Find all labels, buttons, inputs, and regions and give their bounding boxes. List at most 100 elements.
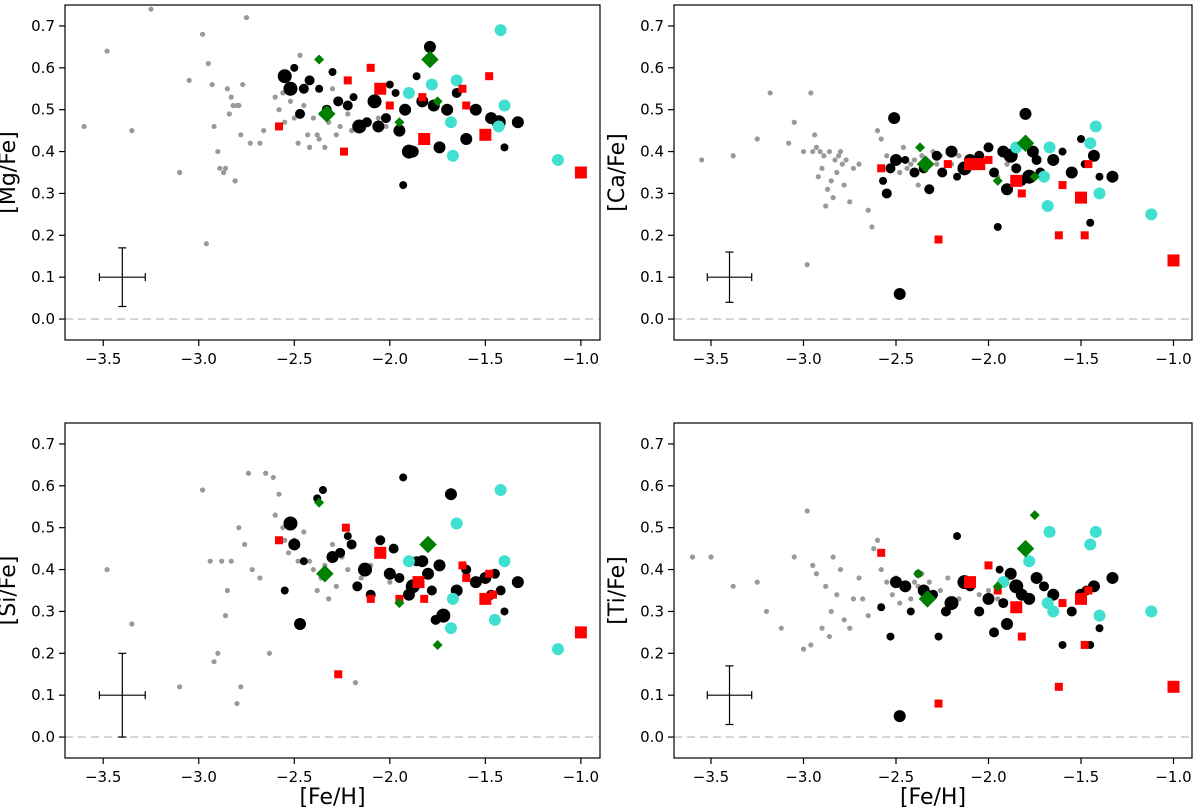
- point-gray: [205, 61, 211, 67]
- point-gray: [808, 90, 814, 96]
- point-gray: [337, 123, 343, 130]
- point-black: [893, 287, 906, 300]
- point-cyan: [1041, 200, 1054, 212]
- point-gray: [956, 153, 962, 159]
- point-red: [1080, 231, 1089, 240]
- point-cyan: [488, 613, 501, 626]
- point-gray: [813, 571, 820, 577]
- x-tick-label: −3.5: [693, 768, 729, 786]
- point-cyan: [498, 555, 511, 568]
- point-red: [964, 576, 976, 589]
- point-red: [984, 561, 993, 570]
- y-tick-label: 0.3: [640, 184, 664, 202]
- point-black: [423, 40, 436, 53]
- point-gray: [352, 680, 359, 686]
- point-black: [283, 516, 298, 531]
- point-gray: [911, 157, 918, 163]
- point-cyan: [1084, 538, 1097, 551]
- point-gray: [904, 165, 910, 171]
- point-green: [918, 590, 937, 608]
- point-black: [982, 592, 995, 605]
- point-gray: [211, 123, 217, 130]
- point-cyan: [551, 153, 564, 166]
- point-gray: [815, 174, 821, 180]
- x-tick-label: −2.0: [372, 768, 408, 786]
- point-gray: [937, 587, 944, 594]
- point-gray: [839, 161, 845, 167]
- point-red: [1084, 160, 1093, 169]
- point-gray: [238, 684, 244, 690]
- point-cyan: [498, 99, 511, 112]
- point-black: [1106, 170, 1119, 183]
- point-black: [1095, 624, 1104, 633]
- point-gray: [874, 128, 881, 134]
- point-gray: [847, 199, 853, 205]
- panel-2: −3.5 −3.0 −2.5 −2.0 −1.5 −1.0 0.0 0.1 0.2 0.3 0.4 0…: [605, 4, 1193, 368]
- point-black: [436, 608, 451, 623]
- x-tick-label: −1.5: [1063, 350, 1099, 368]
- point-cyan: [1093, 609, 1106, 622]
- point-gray: [830, 554, 836, 560]
- point-red: [877, 164, 886, 173]
- point-black: [1065, 166, 1078, 179]
- point-gray: [104, 48, 110, 54]
- point-gray: [207, 558, 213, 564]
- point-black: [333, 96, 344, 107]
- point-black: [937, 167, 948, 178]
- point-black: [899, 580, 912, 593]
- point-gray: [754, 136, 760, 142]
- point-gray: [871, 546, 877, 552]
- point-gray: [310, 566, 316, 573]
- point-red: [418, 133, 431, 145]
- point-gray: [387, 579, 393, 585]
- point-black: [469, 576, 482, 589]
- point-gray: [257, 575, 263, 581]
- y-tick-label: 0.7: [31, 435, 55, 453]
- point-gray: [291, 115, 297, 121]
- point-gray: [326, 596, 332, 602]
- plot-frame: [673, 422, 1193, 759]
- point-black: [394, 572, 405, 583]
- point-black: [881, 188, 892, 199]
- point-gray: [247, 140, 253, 146]
- point-black: [1011, 163, 1022, 174]
- y-tick-label: 0.3: [640, 602, 664, 620]
- point-black: [343, 532, 352, 541]
- point-gray: [282, 119, 288, 125]
- point-black: [375, 535, 386, 546]
- point-gray: [874, 537, 881, 543]
- point-black: [426, 585, 437, 596]
- point-red: [418, 93, 427, 102]
- y-tick-label: 0.0: [640, 728, 664, 746]
- point-red: [1080, 640, 1089, 649]
- point-black: [342, 100, 353, 111]
- point-gray: [345, 111, 351, 117]
- point-black: [879, 176, 888, 185]
- point-gray: [305, 132, 311, 138]
- point-gray: [81, 123, 87, 130]
- point-black: [1039, 581, 1049, 592]
- point-green: [394, 117, 405, 128]
- point-gray: [285, 550, 292, 556]
- point-red: [343, 76, 352, 85]
- point-black: [294, 618, 307, 630]
- y-tick-label: 0.6: [640, 477, 664, 495]
- point-black: [1019, 107, 1032, 120]
- point-gray: [222, 613, 229, 619]
- point-gray: [828, 178, 834, 184]
- point-gray: [301, 529, 307, 535]
- point-black: [399, 103, 412, 116]
- point-green: [992, 175, 1003, 186]
- point-gray: [333, 583, 339, 589]
- point-cyan: [1043, 141, 1056, 154]
- point-gray: [297, 52, 303, 58]
- point-gray: [911, 579, 918, 585]
- point-cyan: [402, 555, 415, 568]
- point-black: [277, 69, 292, 84]
- point-gray: [730, 583, 736, 589]
- point-black: [335, 547, 346, 558]
- x-tick-label: −1.0: [563, 350, 599, 368]
- point-black: [469, 103, 482, 116]
- point-red: [1075, 592, 1087, 605]
- y-tick-label: 0.4: [640, 561, 664, 579]
